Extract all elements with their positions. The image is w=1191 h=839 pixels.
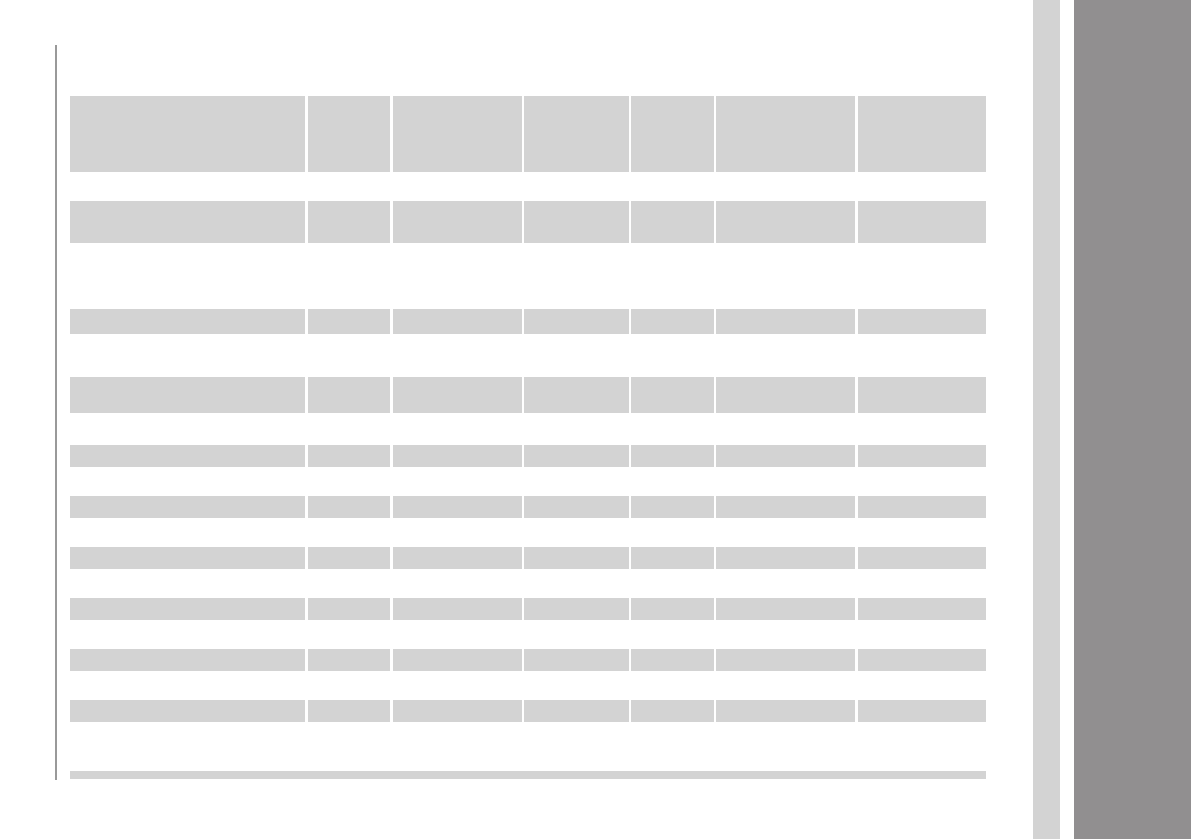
cell-placeholder — [858, 700, 986, 722]
cell-placeholder — [524, 377, 629, 413]
cell-placeholder — [858, 309, 986, 334]
cell-placeholder — [308, 649, 390, 671]
cell-placeholder — [716, 496, 855, 518]
cell-placeholder — [631, 309, 714, 334]
cell-placeholder — [716, 598, 855, 620]
cell-placeholder — [70, 201, 305, 243]
cell-placeholder — [70, 309, 305, 334]
cell-placeholder — [631, 496, 714, 518]
cell-placeholder — [70, 496, 305, 518]
cell-placeholder — [716, 309, 855, 334]
header-cell-placeholder — [308, 96, 390, 172]
cell-placeholder — [631, 598, 714, 620]
header-cell-placeholder — [858, 96, 986, 172]
cell-placeholder — [631, 445, 714, 467]
cell-placeholder — [393, 649, 522, 671]
content-left-rule — [55, 45, 57, 780]
cell-placeholder — [524, 309, 629, 334]
header-cell-placeholder — [631, 96, 714, 172]
header-cell-placeholder — [393, 96, 522, 172]
table-footer-placeholder — [70, 771, 986, 779]
cell-placeholder — [393, 598, 522, 620]
cell-placeholder — [716, 700, 855, 722]
cell-placeholder — [70, 547, 305, 569]
cell-placeholder — [308, 547, 390, 569]
cell-placeholder — [393, 201, 522, 243]
cell-placeholder — [308, 201, 390, 243]
cell-placeholder — [716, 547, 855, 569]
cell-placeholder — [524, 445, 629, 467]
cell-placeholder — [716, 201, 855, 243]
cell-placeholder — [70, 445, 305, 467]
cell-placeholder — [631, 547, 714, 569]
cell-placeholder — [858, 547, 986, 569]
cell-placeholder — [858, 496, 986, 518]
header-cell-placeholder — [716, 96, 855, 172]
cell-placeholder — [70, 377, 305, 413]
cell-placeholder — [393, 700, 522, 722]
cell-placeholder — [631, 201, 714, 243]
vertical-scrollbar[interactable] — [1033, 0, 1060, 839]
cell-placeholder — [524, 496, 629, 518]
cell-placeholder — [393, 377, 522, 413]
header-cell-placeholder — [524, 96, 629, 172]
cell-placeholder — [524, 547, 629, 569]
side-panel — [1074, 0, 1191, 839]
cell-placeholder — [308, 377, 390, 413]
cell-placeholder — [308, 496, 390, 518]
cell-placeholder — [393, 547, 522, 569]
cell-placeholder — [524, 700, 629, 722]
header-cell-placeholder — [70, 96, 305, 172]
cell-placeholder — [308, 700, 390, 722]
cell-placeholder — [631, 377, 714, 413]
cell-placeholder — [524, 649, 629, 671]
cell-placeholder — [858, 201, 986, 243]
cell-placeholder — [631, 700, 714, 722]
cell-placeholder — [716, 377, 855, 413]
cell-placeholder — [716, 445, 855, 467]
cell-placeholder — [858, 649, 986, 671]
cell-placeholder — [858, 445, 986, 467]
cell-placeholder — [524, 201, 629, 243]
cell-placeholder — [393, 496, 522, 518]
cell-placeholder — [524, 598, 629, 620]
cell-placeholder — [70, 598, 305, 620]
cell-placeholder — [858, 598, 986, 620]
cell-placeholder — [70, 649, 305, 671]
cell-placeholder — [70, 700, 305, 722]
cell-placeholder — [393, 445, 522, 467]
cell-placeholder — [716, 649, 855, 671]
cell-placeholder — [393, 309, 522, 334]
cell-placeholder — [858, 377, 986, 413]
cell-placeholder — [308, 309, 390, 334]
cell-placeholder — [308, 445, 390, 467]
cell-placeholder — [308, 598, 390, 620]
cell-placeholder — [631, 649, 714, 671]
